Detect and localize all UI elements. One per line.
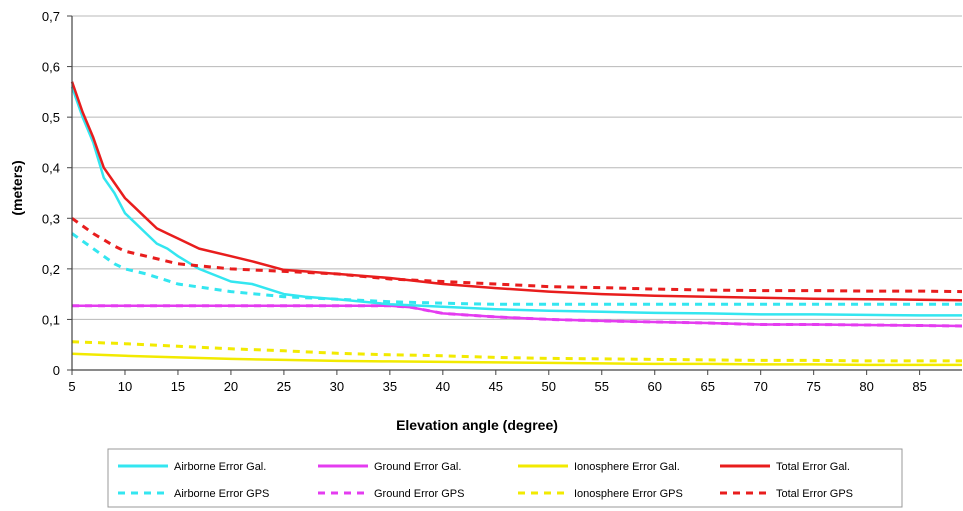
legend-label: Total Error GPS: [776, 488, 853, 500]
y-tick-label: 0,4: [42, 161, 60, 176]
x-tick-label: 10: [118, 379, 132, 394]
series-line-7: [71, 217, 963, 294]
legend-label: Ionosphere Error GPS: [574, 488, 683, 500]
y-tick-label: 0,3: [42, 211, 60, 226]
legend: Airborne Error Gal. Ground Error Gal. Iono…: [107, 448, 903, 508]
tick-labels: 0 0,1 0,2 0,3 0,4 0,5 0,6 0,7 5 10 15 20 25 30 35 40 45 5…: [42, 9, 927, 394]
legend-label: Ground Error Gal.: [374, 461, 461, 473]
y-tick-label: 0,6: [42, 60, 60, 75]
y-tick-label: 0,7: [42, 9, 60, 24]
y-tick-label: 0: [53, 363, 60, 378]
legend-label: Airborne Error Gal.: [174, 461, 266, 473]
legend-label: Airborne Error GPS: [174, 488, 269, 500]
x-tick-label: 60: [648, 379, 662, 394]
x-tick-label: 80: [859, 379, 873, 394]
series-line-2: [71, 352, 962, 367]
series-line-1: [72, 304, 963, 328]
x-tick-label: 40: [436, 379, 450, 394]
axes: [67, 15, 962, 375]
x-tick-label: 30: [330, 379, 344, 394]
x-tick-label: 15: [171, 379, 185, 394]
x-tick-label: 20: [224, 379, 238, 394]
x-tick-label: 50: [542, 379, 556, 394]
legend-label: Ground Error GPS: [374, 488, 464, 500]
x-axis-label: Elevation angle (degree): [396, 417, 558, 433]
x-tick-label: 55: [595, 379, 609, 394]
y-tick-label: 0,5: [42, 110, 60, 125]
x-tick-label: 45: [489, 379, 503, 394]
series-line-4: [71, 232, 962, 306]
y-tick-label: 0,2: [42, 262, 60, 277]
legend-label: Total Error Gal.: [776, 461, 850, 473]
legend-label: Ionosphere Error Gal.: [574, 461, 680, 473]
y-tick-label: 0,1: [42, 312, 60, 327]
x-tick-label: 70: [753, 379, 767, 394]
x-tick-label: 85: [912, 379, 926, 394]
x-tick-label: 25: [277, 379, 291, 394]
legend-box: [107, 448, 903, 508]
series-line-3: [70, 81, 963, 302]
grid-lines: [72, 15, 962, 320]
series-layer: [70, 81, 963, 367]
x-tick-label: 75: [806, 379, 820, 394]
y-axis-label: (meters): [9, 160, 25, 215]
series-line-0: [70, 86, 962, 317]
x-tick-label: 65: [700, 379, 714, 394]
x-tick-label: 5: [68, 379, 75, 394]
x-tick-label: 35: [383, 379, 397, 394]
